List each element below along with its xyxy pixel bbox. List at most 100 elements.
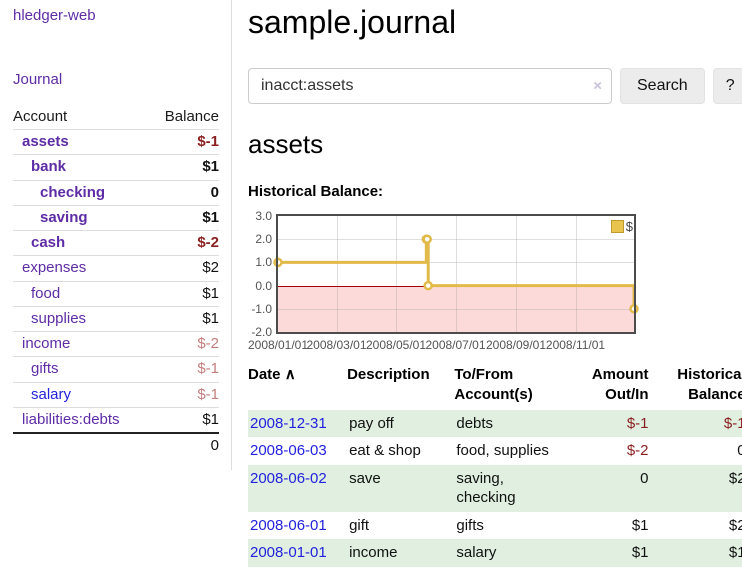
account-link[interactable]: expenses bbox=[22, 259, 87, 277]
transaction-date-link[interactable]: 2008-06-03 bbox=[250, 442, 327, 459]
legend-swatch bbox=[610, 220, 624, 233]
legend-label: $ bbox=[625, 219, 633, 234]
clear-search-icon[interactable]: × bbox=[593, 77, 602, 95]
account-balance: $-1 bbox=[149, 382, 219, 408]
accounts-total-value: 0 bbox=[149, 431, 219, 459]
transaction-date-cell: 2008-01-01 bbox=[248, 539, 347, 567]
transaction-balance: $-1 bbox=[723, 414, 742, 432]
account-link[interactable]: food bbox=[31, 284, 61, 302]
accounts-header-account: Account bbox=[13, 105, 150, 130]
transaction-date-link[interactable]: 2008-06-01 bbox=[250, 516, 327, 534]
transaction-date-cell: 2008-06-01 bbox=[248, 512, 347, 540]
transaction-date-link[interactable]: 2008-01-01 bbox=[250, 544, 327, 561]
negative-region bbox=[278, 285, 634, 332]
account-row: gifts $-1 bbox=[13, 356, 219, 383]
transactions-header-description: Description bbox=[347, 366, 430, 383]
y-gridline bbox=[278, 308, 634, 310]
transaction-amount: $1 bbox=[631, 516, 649, 534]
y-axis-label: -1.0 bbox=[251, 301, 272, 316]
y-axis-label: 0.0 bbox=[255, 278, 272, 293]
account-link[interactable]: supplies bbox=[31, 309, 87, 327]
account-balance: 0 bbox=[149, 180, 219, 206]
transactions-header-row: Date ∧ Description To/From Account(s) Am… bbox=[248, 363, 742, 410]
main-content: sample.journal × Search ? assets Histori… bbox=[232, 0, 742, 567]
y-axis-label: 1.0 bbox=[255, 255, 272, 270]
transaction-accounts: saving, checking bbox=[456, 469, 516, 507]
y-axis-label: 2.0 bbox=[255, 232, 272, 247]
x-axis-label: 2008/03/01 bbox=[306, 338, 367, 352]
account-link[interactable]: salary bbox=[31, 385, 72, 403]
page-title: sample.journal bbox=[248, 4, 457, 40]
x-gridline bbox=[336, 216, 338, 332]
search-input-wrap: × bbox=[248, 68, 612, 104]
x-axis-label: 2008/07/01 bbox=[425, 338, 486, 352]
account-row: checking 0 bbox=[13, 180, 219, 206]
transaction-description: income bbox=[349, 544, 398, 561]
transactions-table: Date ∧ Description To/From Account(s) Am… bbox=[248, 363, 742, 567]
transaction-balance: $2 bbox=[728, 516, 742, 534]
transaction-amount: $-1 bbox=[626, 414, 649, 432]
account-balance: $1 bbox=[149, 407, 219, 434]
account-row: food $1 bbox=[13, 281, 219, 307]
accounts-table: Account Balance assets $-1 bank $1 checking 0… bbox=[13, 105, 219, 459]
page: hledger-web Journal Account Balance asse… bbox=[13, 0, 742, 567]
accounts-table-body: assets $-1 bank $1 checking 0 saving $1 cash $-2 e… bbox=[13, 129, 219, 434]
date-header-label: Date bbox=[248, 366, 281, 383]
x-axis-label: 2008/11/01 bbox=[545, 338, 606, 352]
accounts-total-row: 0 bbox=[13, 431, 219, 459]
account-row: supplies $1 bbox=[13, 306, 219, 333]
transaction-description: pay off bbox=[349, 414, 394, 432]
x-axis-label: 2008/05/01 bbox=[365, 338, 427, 352]
transactions-header-balance: Historical Balance bbox=[677, 366, 742, 404]
account-link[interactable]: liabilities:debts bbox=[22, 410, 120, 428]
x-gridline bbox=[396, 216, 397, 332]
x-gridline bbox=[455, 216, 457, 332]
account-row: income $-2 bbox=[13, 331, 219, 358]
data-point-marker bbox=[629, 304, 639, 314]
account-row: saving $1 bbox=[13, 205, 219, 232]
accounts-header-balance: Balance bbox=[149, 105, 219, 130]
transaction-date-cell: 2008-06-03 bbox=[248, 437, 347, 465]
account-balance: $1 bbox=[149, 154, 219, 181]
transaction-accounts: salary bbox=[456, 544, 497, 561]
transaction-date-link[interactable]: 2008-12-31 bbox=[250, 414, 327, 432]
transaction-row: 2008-12-31 pay off debts $-1 $-1 bbox=[248, 409, 742, 438]
account-link[interactable]: cash bbox=[31, 234, 66, 251]
transaction-accounts: debts bbox=[456, 414, 494, 432]
account-link[interactable]: income bbox=[22, 335, 71, 352]
search-button[interactable]: Search bbox=[620, 68, 705, 104]
transaction-amount: $1 bbox=[631, 544, 649, 561]
account-link[interactable]: checking bbox=[40, 183, 106, 201]
transaction-date-cell: 2008-12-31 bbox=[248, 410, 347, 438]
transaction-row: 2008-06-02 save saving, checking 0 $2 bbox=[248, 464, 742, 512]
historical-balance-chart: 2008/01/01 2008/03/01 2008/05/01 2008/07/01… bbox=[248, 209, 639, 352]
account-row: cash $-2 bbox=[13, 230, 219, 257]
account-link[interactable]: gifts bbox=[31, 360, 59, 378]
transaction-balance: $1 bbox=[728, 544, 742, 561]
transaction-row: 2008-06-03 eat & shop food, supplies $-2 0 bbox=[248, 437, 742, 465]
x-gridline bbox=[575, 216, 577, 332]
y-gridline bbox=[278, 239, 634, 241]
transaction-date-link[interactable]: 2008-06-02 bbox=[250, 469, 327, 487]
account-link[interactable]: assets bbox=[22, 133, 69, 150]
transactions-header-amount: Amount Out/In bbox=[591, 366, 649, 404]
account-balance: $-2 bbox=[149, 331, 219, 358]
app-title-link[interactable]: hledger-web bbox=[13, 7, 96, 24]
plot-area: 2008/01/01 2008/03/01 2008/05/01 2008/07/01… bbox=[248, 209, 639, 352]
sidebar-item-journal[interactable]: Journal bbox=[13, 71, 63, 88]
transaction-row: 2008-01-01 income salary $1 $1 bbox=[248, 539, 742, 567]
transaction-accounts: gifts bbox=[456, 516, 484, 534]
transaction-description: eat & shop bbox=[349, 442, 421, 459]
y-gridline bbox=[278, 262, 634, 264]
transaction-date-cell: 2008-06-02 bbox=[248, 465, 347, 512]
transactions-header-date[interactable]: Date ∧ bbox=[248, 363, 347, 410]
account-link[interactable]: bank bbox=[31, 158, 67, 176]
search-input[interactable] bbox=[248, 68, 612, 104]
search-help-button[interactable]: ? bbox=[712, 68, 742, 104]
account-link[interactable]: saving bbox=[40, 208, 88, 226]
account-row: liabilities:debts $1 bbox=[13, 407, 219, 434]
account-row: bank $1 bbox=[13, 154, 219, 181]
account-balance: $1 bbox=[149, 281, 219, 307]
account-row: expenses $2 bbox=[13, 255, 219, 282]
transactions-table-body: 2008-12-31 pay off debts $-1 $-1 2008-06-03 ea… bbox=[248, 409, 742, 567]
